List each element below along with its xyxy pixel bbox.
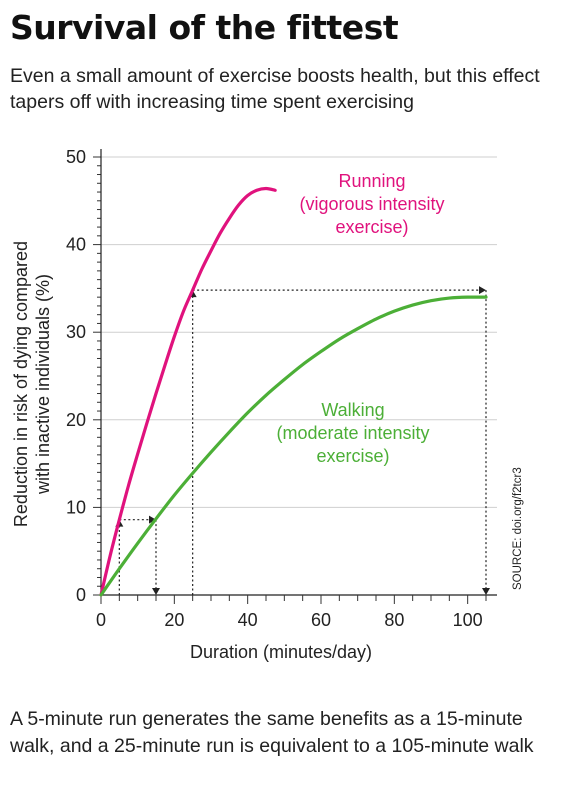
series-label-line: (vigorous intensity xyxy=(299,194,444,214)
line-chart: 0 10 20 30 40 50 0 20 40 60 80 100 Duration (minutes… xyxy=(11,147,524,662)
y-tick-label-0: 0 xyxy=(76,585,86,605)
x-tick-label-20: 20 xyxy=(164,610,184,630)
guide-arrow-down-1 xyxy=(482,588,490,595)
y-axis-label-line: Reduction in risk of dying compared xyxy=(11,241,31,527)
series-label-line: Walking xyxy=(321,400,384,420)
y-tick-label-30: 30 xyxy=(66,322,86,342)
series-label-0: Running (vigorous intensity exercise) xyxy=(299,171,444,237)
axes xyxy=(93,149,497,604)
chart-footnote: A 5-minute run generates the same benefi… xyxy=(10,708,534,757)
x-tick-label-0: 0 xyxy=(96,610,106,630)
x-axis-label: Duration (minutes/day) xyxy=(190,642,372,662)
x-tick-label-100: 100 xyxy=(453,610,483,630)
series-label-line: exercise) xyxy=(316,446,389,466)
y-tick-label-10: 10 xyxy=(66,497,86,517)
x-tick-label-40: 40 xyxy=(238,610,258,630)
y-tick-label-50: 50 xyxy=(66,147,86,167)
grid-lines xyxy=(101,156,497,508)
comparison-guides xyxy=(115,286,490,595)
series-label-1: Walking (moderate intensity exercise) xyxy=(276,400,429,466)
series-label-line: exercise) xyxy=(335,217,408,237)
series-label-line: (moderate intensity xyxy=(276,423,429,443)
source-note: SOURCE: doi.org/f2tcr3 xyxy=(512,467,524,590)
guide-arrow-down-0 xyxy=(152,588,160,595)
y-tick-label-40: 40 xyxy=(66,235,86,255)
chart-labels: 0 10 20 30 40 50 0 20 40 60 80 100 Duration (minutes… xyxy=(11,147,524,662)
chart-subtitle: Even a small amount of exercise boosts h… xyxy=(10,65,540,113)
page-title: Survival of the fittest xyxy=(10,8,399,47)
x-tick-label-60: 60 xyxy=(311,610,331,630)
series-label-line: Running xyxy=(338,171,405,191)
series-lines xyxy=(99,186,488,597)
series-line-0 xyxy=(99,186,277,597)
guide-arrow-right-1 xyxy=(479,286,486,295)
y-axis-label: Reduction in risk of dying compared with … xyxy=(11,241,53,527)
guide-arrow-right-0 xyxy=(149,515,156,524)
y-axis-label-line: with inactive individuals (%) xyxy=(33,274,53,495)
x-tick-label-80: 80 xyxy=(384,610,404,630)
series-line-1 xyxy=(99,295,488,597)
y-tick-label-20: 20 xyxy=(66,410,86,430)
